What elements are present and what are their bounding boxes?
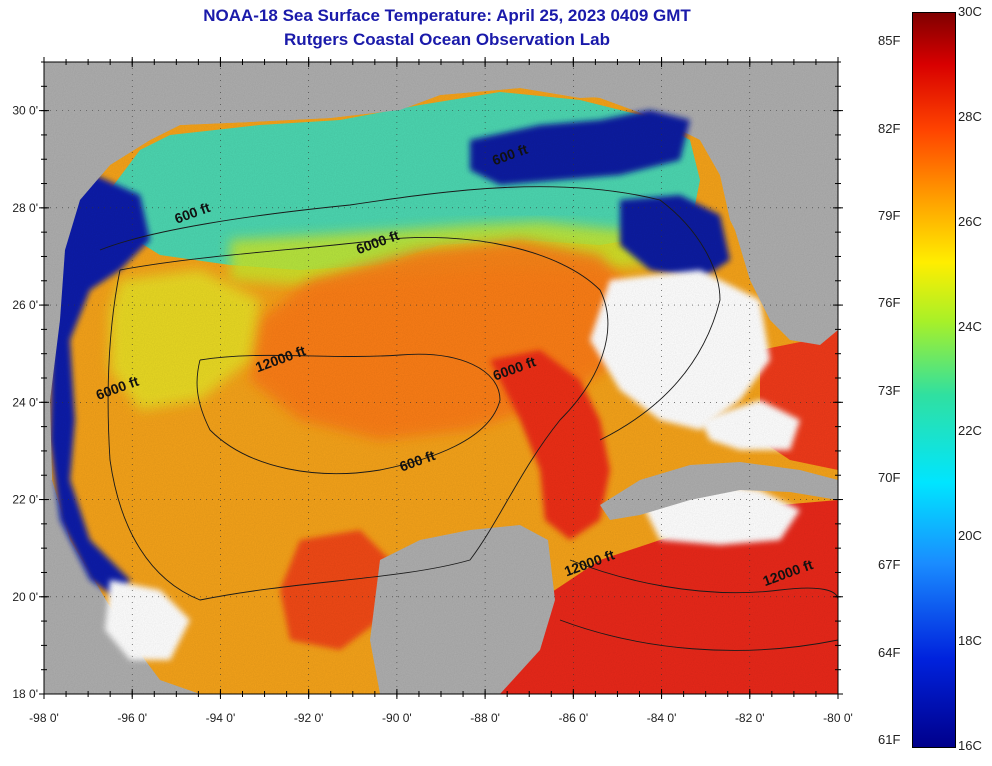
bathymetry-contours [99, 186, 838, 651]
lon-tick-label: -96 0' [117, 711, 147, 725]
lat-tick-label: 22 0' [12, 493, 38, 507]
colorbar-celsius-label: 30C [958, 4, 982, 19]
sst-texture [44, 62, 838, 694]
lon-tick-label: -84 0' [647, 711, 677, 725]
lon-tick-label: -88 0' [470, 711, 500, 725]
lon-tick-label: -98 0' [29, 711, 59, 725]
colorbar-celsius-label: 22C [958, 423, 982, 439]
map-subtitle: Rutgers Coastal Ocean Observation Lab [284, 30, 610, 49]
colorbar-celsius-label: 28C [958, 108, 982, 124]
colorbar-fahrenheit-label: 79F [878, 207, 901, 223]
contour-12000ft [196, 353, 501, 475]
temperature-colorbar [912, 12, 956, 748]
lat-tick-label: 30 0' [12, 104, 38, 118]
colorbar-celsius-label: 16C [958, 738, 982, 753]
map-title: NOAA-18 Sea Surface Temperature: April 2… [203, 6, 691, 25]
map-grid [44, 62, 838, 694]
lat-tick-label: 28 0' [12, 201, 38, 215]
lon-tick-label: -92 0' [294, 711, 324, 725]
colorbar-celsius-label: 26C [958, 213, 982, 229]
lat-tick-label: 24 0' [12, 395, 38, 409]
colorbar-fahrenheit-label: 64F [878, 644, 901, 660]
lat-tick-label: 26 0' [12, 298, 38, 312]
colorbar-gradient [913, 13, 955, 747]
colorbar-fahrenheit-label: 82F [878, 120, 901, 136]
colorbar-celsius-label: 18C [958, 633, 982, 649]
colorbar-fahrenheit-label: 73F [878, 382, 901, 398]
colorbar-fahrenheit-label: 67F [878, 557, 901, 573]
lat-tick-label: 20 0' [12, 590, 38, 604]
colorbar-fahrenheit-label: 85F [878, 33, 901, 49]
lon-tick-label: -80 0' [823, 711, 853, 725]
lon-tick-label: -94 0' [206, 711, 236, 725]
contour-600ft [99, 186, 721, 441]
colorbar-fahrenheit-label: 61F [878, 732, 901, 748]
colorbar-celsius-label: 20C [958, 528, 982, 544]
axis-ticks [39, 57, 843, 699]
contour-6000ft [107, 237, 609, 601]
colorbar-fahrenheit-label: 76F [878, 295, 901, 311]
lat-tick-label: 18 0' [12, 687, 38, 701]
contour-12000ft-caribbean [559, 559, 838, 651]
colorbar-celsius-label: 24C [958, 318, 982, 334]
colorbar-fahrenheit-label: 70F [878, 470, 901, 486]
lon-tick-label: -90 0' [382, 711, 412, 725]
lon-tick-label: -82 0' [735, 711, 765, 725]
lon-tick-label: -86 0' [559, 711, 589, 725]
axis-labels: 30 0' 28 0' 26 0' 24 0' 22 0' 20 0' 18 0' -98 0… [12, 104, 852, 725]
